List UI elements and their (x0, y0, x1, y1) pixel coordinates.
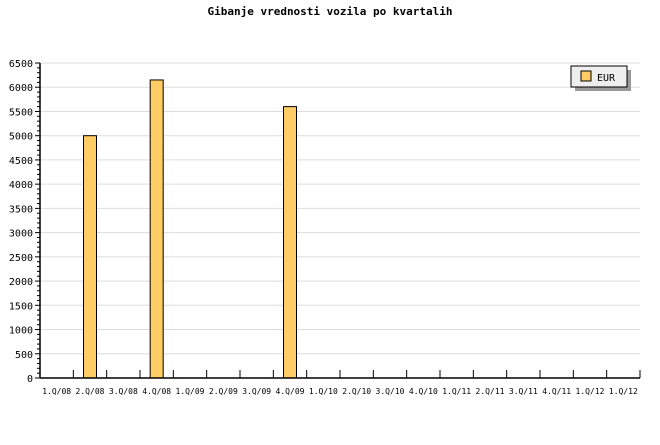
x-tick-label: 1.Q/11 (442, 387, 471, 396)
x-tick-label: 4.Q/10 (409, 387, 438, 396)
y-tick-label: 4500 (9, 156, 33, 167)
y-tick-label: 2500 (9, 253, 33, 264)
y-tick-label: 3500 (9, 204, 33, 215)
x-tick-label: 1.Q/12 (609, 387, 638, 396)
y-tick-label: 1500 (9, 301, 33, 312)
y-tick-label: 6000 (9, 83, 33, 94)
y-tick-label: 1000 (9, 326, 33, 337)
legend-label-eur: EUR (597, 73, 616, 84)
bar-4.Q/08 (149, 79, 164, 379)
x-tick-label: 4.Q/11 (542, 387, 571, 396)
bar-4.Q/09 (283, 106, 297, 379)
y-tick-label: 6500 (9, 59, 33, 70)
x-tick-label: 4.Q/08 (142, 387, 171, 396)
x-tick-label: 3.Q/09 (242, 387, 271, 396)
y-tick-label: 0 (27, 374, 33, 385)
legend: EUR (570, 65, 631, 91)
x-tick-label: 3.Q/10 (376, 387, 405, 396)
legend-swatch-eur (580, 70, 592, 82)
x-tick-label: 1.Q/09 (176, 387, 205, 396)
y-tick-label: 4000 (9, 180, 33, 191)
x-tick-label: 1.Q/12 (576, 387, 605, 396)
y-tick-label: 5500 (9, 107, 33, 118)
x-tick-label: 2.Q/11 (476, 387, 505, 396)
x-tick-label: 3.Q/08 (109, 387, 138, 396)
x-tick-label: 2.Q/10 (342, 387, 371, 396)
x-tick-label: 2.Q/08 (76, 387, 105, 396)
x-tick-label: 1.Q/08 (42, 387, 71, 396)
x-tick-label: 2.Q/09 (209, 387, 238, 396)
chart-title: Gibanje vrednosti vozila po kvartalih (207, 5, 452, 18)
x-tick-label: 4.Q/09 (276, 387, 305, 396)
x-tick-label: 1.Q/10 (309, 387, 338, 396)
x-tick-label: 3.Q/11 (509, 387, 538, 396)
bar-2.Q/08 (83, 135, 97, 379)
y-tick-label: 500 (15, 350, 33, 361)
y-tick-label: 5000 (9, 132, 33, 143)
y-tick-label: 3000 (9, 229, 33, 240)
y-tick-label: 2000 (9, 277, 33, 288)
